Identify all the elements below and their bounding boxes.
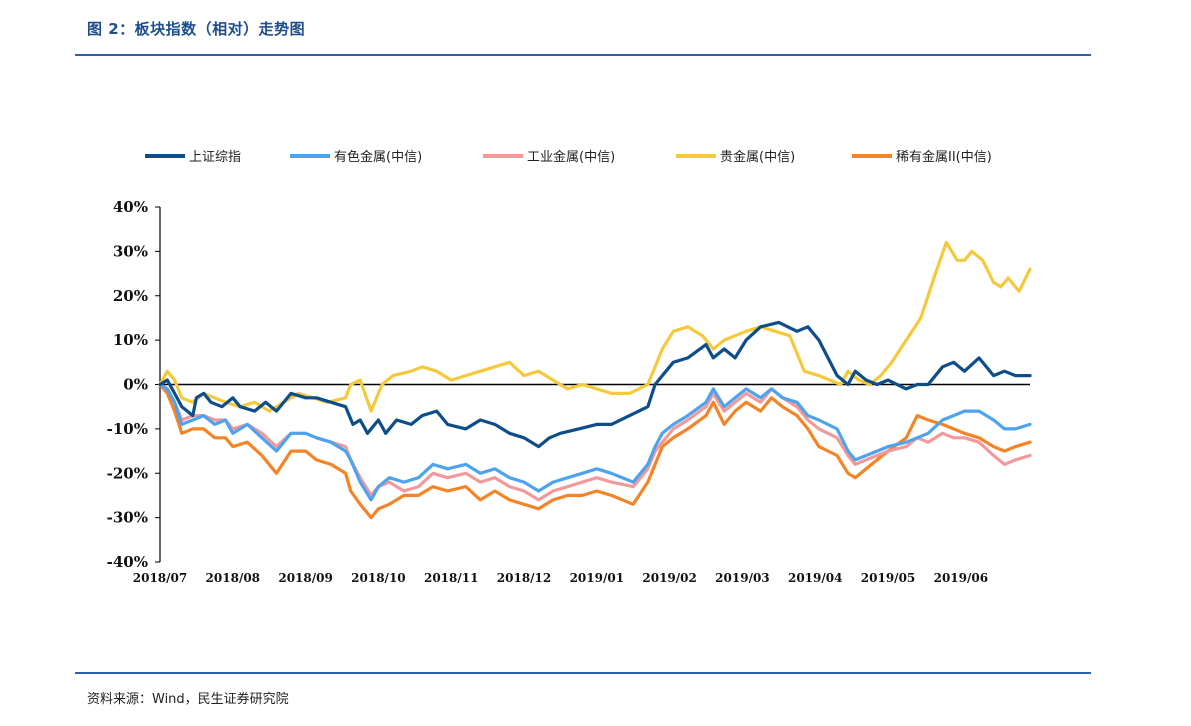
y-tick-label: 10%	[113, 331, 148, 349]
x-tick-label: 2019/03	[715, 571, 769, 585]
x-tick-label: 2018/09	[278, 571, 332, 585]
y-tick-label: 40%	[113, 198, 148, 216]
x-tick-label: 2018/10	[351, 571, 405, 585]
series-line	[158, 382, 1032, 520]
y-tick-label: -10%	[107, 420, 148, 438]
chart-axes: -40% -30% -20% -10% 0% 10% 20% 30% 40% 2018/07 201…	[107, 198, 1030, 585]
y-tick-label: -20%	[107, 464, 148, 482]
x-tick-label: 2019/02	[642, 571, 696, 585]
figure-title: 图 2：板块指数（相对）走势图	[87, 20, 306, 38]
bottom-rule	[75, 672, 1091, 674]
series-line	[158, 320, 1032, 449]
series-line	[158, 382, 1032, 502]
line-chart: 上证综指 有色金属(中信) 工业金属(中信) 贵金属(中信) 稀有金属II(中信) -4…	[107, 149, 1032, 585]
x-tick-label: 2019/04	[788, 571, 842, 585]
legend-label: 有色金属(中信)	[334, 149, 422, 165]
source-note: 资料来源：Wind，民生证券研究院	[87, 692, 289, 707]
series-lines	[158, 240, 1032, 520]
x-tick-label: 2019/01	[570, 571, 624, 585]
legend-label: 上证综指	[189, 150, 241, 165]
x-tick-label: 2018/12	[497, 571, 551, 585]
top-rule	[75, 54, 1091, 56]
x-tick-label: 2019/06	[934, 571, 988, 585]
y-tick-label: 20%	[113, 287, 148, 305]
x-tick-label: 2018/07	[133, 571, 187, 585]
y-tick-label: -30%	[107, 509, 148, 527]
legend-label: 工业金属(中信)	[527, 149, 615, 165]
x-tick-label: 2018/08	[206, 571, 260, 585]
legend-label: 稀有金属II(中信)	[896, 149, 992, 165]
y-tick-label: 30%	[113, 242, 148, 260]
y-tick-label: 0%	[123, 376, 148, 394]
legend: 上证综指 有色金属(中信) 工业金属(中信) 贵金属(中信) 稀有金属II(中信)	[145, 149, 992, 165]
x-tick-label: 2019/05	[861, 571, 915, 585]
x-tick-label: 2018/11	[424, 571, 478, 585]
y-tick-label: -40%	[107, 553, 148, 571]
legend-label: 贵金属(中信)	[720, 149, 795, 165]
